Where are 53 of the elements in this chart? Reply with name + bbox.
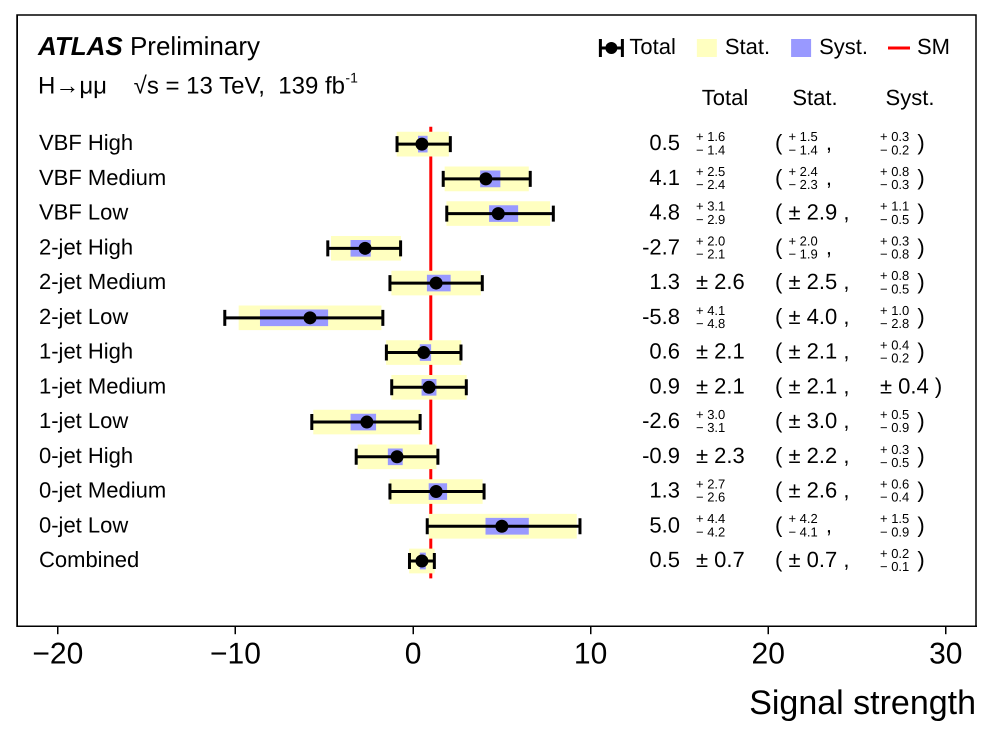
annotation: 1.3 ± 2.6	[649, 269, 745, 294]
x-tick-label: −10	[210, 637, 261, 670]
y-tick-label: 1-jet Low	[39, 408, 128, 434]
annotation: ( ± 2.2 ,	[775, 442, 850, 468]
y-tick-label: VBF Medium	[39, 164, 166, 190]
point	[304, 311, 317, 324]
x-tick-label: 10	[574, 637, 608, 670]
y-tick-label: VBF High	[39, 130, 134, 156]
x-tick-label: 20	[752, 637, 785, 670]
text: Syst.	[886, 85, 934, 110]
legend-label: SM	[917, 34, 950, 60]
y-tick-label: VBF Low	[39, 200, 128, 225]
annotation: 0.6 ± 2.1	[649, 338, 745, 364]
annotation: ( ± 3.0 ,	[775, 408, 850, 434]
x-axis-title: Signal strength	[749, 684, 976, 722]
y-tick-label: 0-jet High	[39, 442, 134, 468]
annotation: ( ± 2.6 ,	[775, 478, 850, 503]
annotation: 4.1 + 2.5− 2.4	[649, 164, 726, 192]
y-tick-label: 1-jet High	[39, 338, 134, 364]
chart-title: ATLAS Preliminary	[37, 31, 260, 62]
x-tick-label: 30	[929, 637, 962, 670]
x-tick-label: 0	[404, 637, 422, 670]
y-tick-label: 1-jet Medium	[39, 373, 166, 398]
annotation: 1.3 + 2.7− 2.6	[649, 476, 726, 505]
annotation: ( ± 0.7 ,	[775, 547, 850, 572]
point	[417, 346, 430, 360]
annotation: ( ± 2.9 ,	[775, 200, 850, 225]
y-tick-label: 0-jet Low	[39, 512, 128, 538]
annotation: 0.5 + 1.6− 1.4	[649, 129, 726, 158]
y-tick-label: 2-jet High	[39, 234, 134, 260]
legend-label: Total	[629, 34, 676, 60]
x-tick-label: −20	[32, 637, 84, 670]
annotation: 0.9 ± 2.1	[649, 373, 745, 398]
text: Stat.	[792, 85, 838, 110]
annotation: ± 0.4 )	[880, 373, 942, 398]
annotation: -5.8 + 4.1− 4.8	[642, 302, 726, 331]
legend-label: Syst.	[819, 34, 868, 60]
annotation: 4.8 + 3.1− 2.9	[649, 198, 726, 227]
y-tick-label: 2-jet Medium	[39, 269, 166, 294]
y-tick-label: 0-jet Medium	[39, 478, 166, 503]
annotation: 5.0 + 4.4− 4.2	[649, 511, 726, 540]
annotation: 0.5 ± 0.7	[649, 547, 745, 572]
y-tick-label: Combined	[39, 547, 140, 572]
text: Total	[702, 85, 748, 110]
annotation: -2.6 + 3.0− 3.1	[642, 407, 726, 436]
annotation: ( ± 2.1 ,	[775, 338, 850, 364]
annotation: -0.9 ± 2.3	[642, 442, 745, 468]
annotation: ( ± 4.0 ,	[775, 304, 850, 329]
annotation: -2.7 + 2.0− 2.1	[642, 233, 726, 262]
annotation: ( ± 2.1 ,	[775, 373, 850, 398]
y-tick-label: 2-jet Low	[39, 304, 128, 329]
annotation: ( ± 2.5 ,	[775, 269, 850, 294]
legend-label: Stat.	[724, 34, 770, 60]
